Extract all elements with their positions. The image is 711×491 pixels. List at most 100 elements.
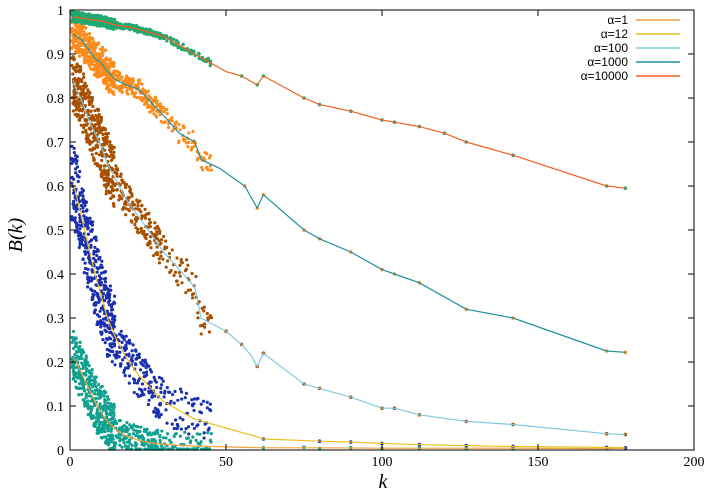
data-point (74, 157, 78, 161)
data-point (187, 432, 191, 436)
data-point (86, 219, 90, 223)
data-point (80, 41, 84, 46)
data-point (86, 20, 90, 24)
data-point (131, 432, 136, 436)
data-point (197, 52, 201, 56)
data-point (146, 402, 151, 407)
y-tick-label: 0.6 (47, 180, 65, 195)
data-point (137, 207, 141, 211)
data-point (83, 372, 88, 377)
data-point (123, 366, 128, 370)
data-point (94, 114, 98, 118)
data-point (86, 267, 90, 271)
data-point (94, 238, 98, 242)
data-point (140, 82, 144, 86)
data-point (182, 125, 186, 130)
data-point (200, 323, 204, 328)
data-point (173, 121, 177, 125)
data-point (165, 385, 169, 390)
data-point (170, 248, 174, 252)
data-point (203, 322, 207, 326)
data-point (108, 330, 112, 335)
data-point (90, 148, 94, 152)
data-point (92, 158, 96, 163)
data-point (153, 95, 157, 99)
data-point (190, 296, 195, 300)
data-point (74, 99, 78, 103)
data-point (101, 172, 106, 177)
data-point (103, 280, 108, 284)
data-point (87, 113, 91, 117)
data-point (77, 237, 81, 241)
data-point (147, 211, 151, 215)
data-point (160, 109, 165, 113)
data-point (195, 424, 199, 428)
data-point (95, 266, 99, 270)
data-point (178, 263, 182, 267)
data-point (134, 207, 138, 211)
data-point (177, 270, 181, 275)
data-point (145, 370, 149, 374)
data-point (127, 354, 131, 358)
data-point (124, 74, 129, 78)
data-point (147, 217, 151, 221)
y-tick-label: 0.8 (47, 92, 65, 107)
data-point (178, 274, 182, 278)
data-point (199, 402, 203, 406)
data-point (173, 445, 177, 449)
data-point (92, 414, 96, 418)
data-point (144, 366, 148, 370)
data-point (104, 286, 108, 291)
y-tick-label: 0.9 (47, 48, 65, 63)
data-point (89, 378, 93, 383)
data-point (92, 303, 96, 307)
data-point (90, 95, 94, 100)
x-tick-label: 200 (684, 455, 705, 470)
data-point (169, 399, 173, 403)
data-point (142, 429, 146, 433)
data-point (111, 316, 116, 320)
data-point (96, 120, 100, 125)
data-point (70, 28, 75, 33)
data-point (102, 164, 106, 168)
data-point (124, 334, 128, 338)
y-tick-label: 1 (57, 4, 64, 19)
data-point (126, 92, 130, 96)
data-point (82, 56, 86, 60)
data-point (92, 117, 96, 121)
data-point (99, 415, 103, 419)
data-point (156, 226, 161, 231)
data-point (120, 90, 125, 94)
data-point (84, 53, 88, 58)
data-point (142, 371, 146, 375)
data-point (131, 213, 135, 217)
data-point (113, 363, 117, 367)
data-point (149, 246, 153, 250)
data-point (97, 274, 102, 278)
series-line-2 (72, 80, 626, 436)
data-point (101, 136, 105, 140)
data-point (104, 296, 108, 300)
data-point (130, 92, 134, 96)
data-point (191, 435, 195, 439)
data-point (149, 28, 153, 32)
data-point (95, 248, 100, 252)
data-point (153, 394, 157, 398)
data-point (80, 380, 84, 384)
data-point (110, 360, 114, 364)
data-point (207, 330, 212, 334)
data-point (108, 292, 112, 297)
data-point (135, 230, 140, 234)
data-point (81, 385, 86, 389)
data-point (79, 68, 83, 72)
data-point (72, 368, 76, 373)
data-point (183, 430, 187, 434)
data-point (77, 79, 81, 83)
data-point (81, 210, 85, 214)
data-point (142, 364, 146, 368)
data-point (89, 382, 93, 387)
data-point (104, 138, 109, 143)
data-point (130, 443, 134, 447)
data-point (192, 397, 197, 401)
data-point (105, 142, 109, 146)
